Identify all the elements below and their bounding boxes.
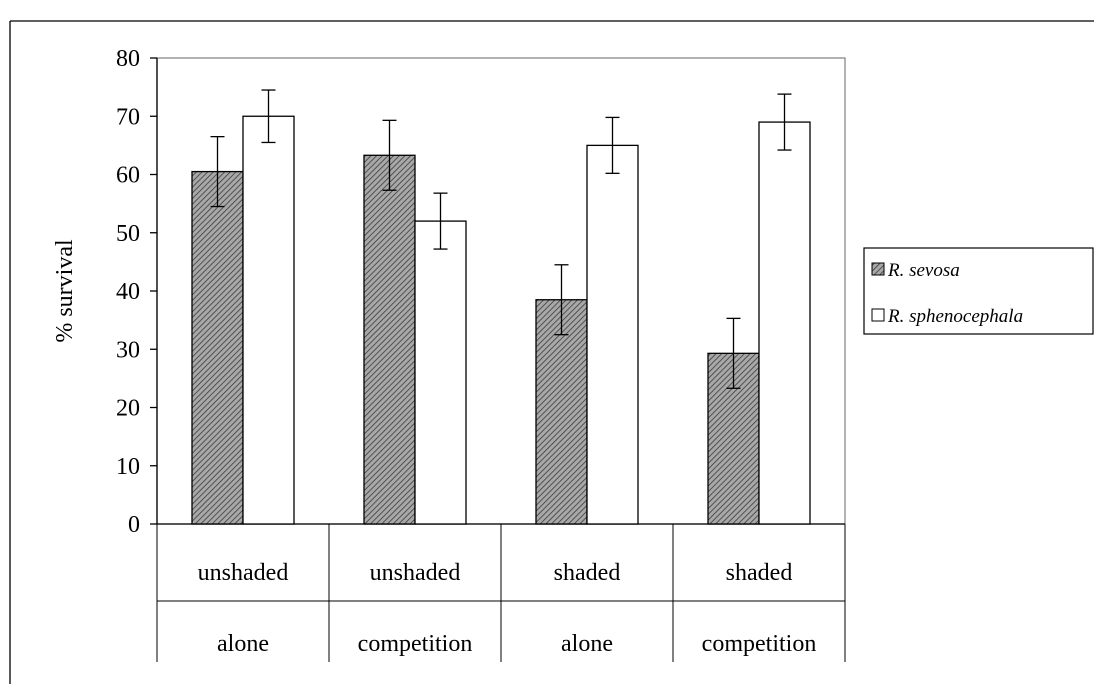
y-tick-label: 40: [116, 279, 140, 305]
y-tick-label: 60: [116, 163, 140, 189]
legend-label-r-sevosa: R. sevosa: [887, 260, 960, 281]
category-label-line2: alone: [217, 631, 269, 657]
y-tick-label: 10: [116, 454, 140, 480]
y-tick-label: 50: [116, 221, 140, 247]
bar-0-0: [191, 170, 244, 525]
legend-swatch-r-sphenocephala: [871, 308, 885, 322]
error-bars: [210, 89, 792, 389]
bar-1-3: [758, 121, 811, 525]
category-label-line2: competition: [702, 631, 817, 657]
bar-1-2: [586, 144, 639, 525]
bar-0-3: [707, 352, 760, 525]
legend-label-r-sphenocephala: R. sphenocephala: [887, 306, 1023, 327]
y-tick-label: 30: [116, 337, 140, 363]
legend-swatch-r-sevosa: [871, 262, 885, 276]
legend: R. sevosa R. sphenocephala: [863, 247, 1094, 335]
category-label-line1: shaded: [726, 560, 793, 586]
bar-1-1: [414, 220, 467, 525]
bar-1-0: [242, 115, 295, 525]
category-label-line2: alone: [561, 631, 613, 657]
y-tick-label: 70: [116, 104, 140, 130]
x-axis: unshaded alone unshaded competition shaded al…: [156, 523, 846, 662]
y-tick-label: 20: [116, 396, 140, 422]
legend-box: [863, 247, 1094, 335]
y-axis-title: % survival: [52, 239, 78, 343]
y-tick-label: 80: [116, 46, 140, 72]
category-label-line2: competition: [358, 631, 473, 657]
category-label-line1: shaded: [554, 560, 621, 586]
y-tick-label: 0: [128, 512, 140, 538]
bar-0-1: [363, 154, 416, 525]
bar-0-2: [535, 299, 588, 525]
category-label-line1: unshaded: [198, 560, 289, 586]
y-axis: 0 10 20 30 40 50 60 70 80: [116, 46, 158, 538]
category-label-line1: unshaded: [370, 560, 461, 586]
bar-series: [191, 115, 811, 525]
